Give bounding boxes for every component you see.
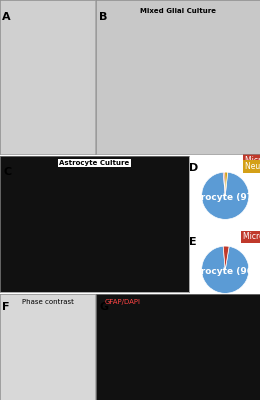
Text: Mixed Glial Culture: Mixed Glial Culture <box>140 8 216 14</box>
Text: A: A <box>2 12 10 22</box>
Wedge shape <box>223 172 225 196</box>
Text: Microglia (1%): Microglia (1%) <box>245 156 260 165</box>
Text: Phase contrast: Phase contrast <box>22 299 73 305</box>
Text: D: D <box>188 163 198 173</box>
Wedge shape <box>223 246 229 270</box>
Text: G: G <box>100 302 109 312</box>
Text: Neuron (2%): Neuron (2%) <box>245 162 260 171</box>
Text: C: C <box>4 167 12 177</box>
Wedge shape <box>225 172 228 196</box>
Text: E: E <box>188 237 196 247</box>
Text: Microglia (4%): Microglia (4%) <box>243 232 260 242</box>
Wedge shape <box>202 246 249 293</box>
Text: GFAP/DAPI: GFAP/DAPI <box>105 299 140 305</box>
Text: F: F <box>2 302 9 312</box>
Text: Astrocyte (96%): Astrocyte (96%) <box>184 267 260 276</box>
Text: Astrocyte (97%): Astrocyte (97%) <box>184 193 260 202</box>
Text: Astrocyte Culture: Astrocyte Culture <box>59 160 129 166</box>
Wedge shape <box>202 172 249 219</box>
Text: B: B <box>100 12 108 22</box>
